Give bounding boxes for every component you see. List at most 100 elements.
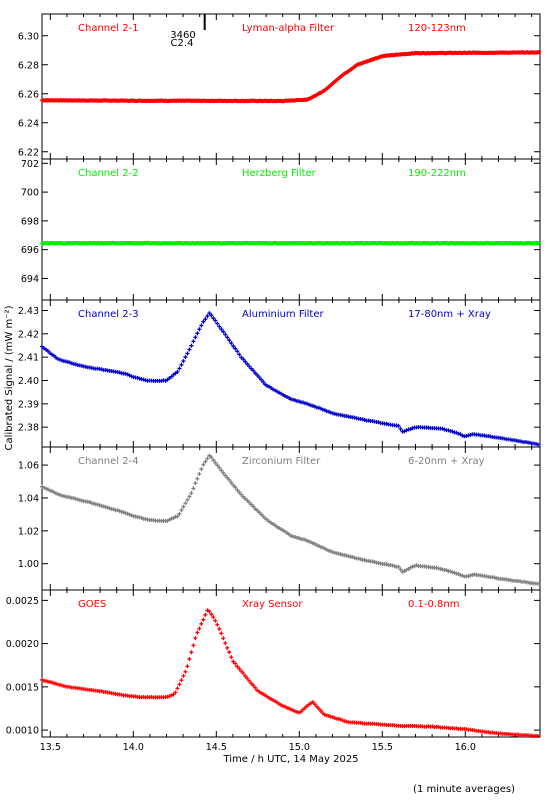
data-point <box>199 467 204 472</box>
data-point <box>197 626 202 631</box>
filter-label: Herzberg Filter <box>242 168 317 179</box>
data-point <box>181 359 186 364</box>
data-point <box>177 682 182 687</box>
data-point <box>316 706 321 711</box>
y-tick-label: 698 <box>21 216 39 227</box>
y-axis-label: Calibrated Signal / (mW m⁻²) <box>4 305 15 450</box>
y-tick-label: 2.39 <box>18 399 39 410</box>
data-point <box>247 364 252 369</box>
data-point <box>392 564 397 569</box>
data-point <box>356 556 361 561</box>
data-point <box>516 732 521 737</box>
data-point <box>187 494 192 499</box>
data-point <box>183 355 188 360</box>
x-tick-label: 15.5 <box>372 742 393 753</box>
data-point <box>245 498 250 503</box>
panel-frame <box>41 446 541 591</box>
data-point <box>225 645 230 650</box>
y-tick-label: 2.40 <box>18 376 39 387</box>
data-point <box>245 361 250 366</box>
data-point <box>223 473 228 478</box>
data-point <box>189 650 194 655</box>
data-point <box>233 346 238 351</box>
data-point <box>398 567 403 572</box>
y-tick-label: 702 <box>21 159 39 170</box>
series-points <box>40 240 542 246</box>
data-point <box>454 726 459 731</box>
data-point <box>205 456 210 461</box>
panel-2: 694 696 698 700 702 Channel 2-2 Herzberg Filte… <box>21 158 542 301</box>
data-point <box>215 463 220 468</box>
data-point <box>251 368 256 373</box>
data-point <box>207 609 212 614</box>
y-tick-label: 6.26 <box>18 89 39 100</box>
data-point <box>245 676 250 681</box>
data-point <box>219 631 224 636</box>
data-point <box>241 357 246 362</box>
panel-1: 6.22 6.24 6.26 6.28 6.30 Channel 2-1 Lyman-alp… <box>18 13 542 160</box>
data-point <box>209 612 214 617</box>
data-point <box>201 319 206 324</box>
data-point <box>255 373 260 378</box>
data-point <box>235 664 240 669</box>
y-tick-label: 1.02 <box>18 526 39 537</box>
data-point <box>261 379 266 384</box>
data-point <box>201 462 206 467</box>
data-point <box>199 621 204 626</box>
y-tick-label: 1.00 <box>18 559 39 570</box>
data-point <box>191 339 196 344</box>
data-point <box>438 566 443 571</box>
data-point <box>229 655 234 660</box>
y-tick-label: 2.38 <box>18 423 39 434</box>
data-point <box>298 709 303 714</box>
data-point <box>215 321 220 326</box>
data-point <box>171 692 176 697</box>
y-tick-label: 2.43 <box>18 306 39 317</box>
y-tick-label: 0.0025 <box>6 596 39 607</box>
panel-frame <box>41 589 541 738</box>
data-point <box>169 374 174 379</box>
data-point <box>340 718 345 723</box>
data-point <box>229 480 234 485</box>
data-point <box>189 343 194 348</box>
series-points <box>40 50 542 104</box>
footnote: (1 minute averages) <box>413 784 515 795</box>
data-point <box>187 347 192 352</box>
data-point <box>536 442 541 447</box>
data-point <box>195 331 200 336</box>
data-point <box>193 481 198 486</box>
data-point <box>239 669 244 674</box>
data-point <box>536 581 541 586</box>
data-point <box>537 50 542 55</box>
data-point <box>294 709 299 714</box>
data-point <box>181 673 186 678</box>
data-point <box>213 460 218 465</box>
data-point <box>187 657 192 662</box>
series-points <box>40 608 541 738</box>
data-point <box>177 511 182 516</box>
data-point <box>328 410 333 415</box>
data-point <box>257 375 262 380</box>
data-point <box>221 636 226 641</box>
x-tick-label: 16.0 <box>455 742 476 753</box>
y-tick-label: 2.42 <box>18 329 39 340</box>
data-point <box>217 626 222 631</box>
data-point <box>247 678 252 683</box>
flare-class-label: C2.4 <box>171 38 194 49</box>
data-point <box>195 476 200 481</box>
data-point <box>225 475 230 480</box>
filter-label: Lyman-alpha Filter <box>242 23 335 34</box>
data-point <box>185 497 190 502</box>
panel-5: 0.0010 0.0015 0.0020 0.0025 GOES Xray Sensor 0… <box>6 589 541 753</box>
data-point <box>227 477 232 482</box>
channel-label: Channel 2-4 <box>78 456 139 467</box>
y-tick-label: 6.22 <box>18 147 39 158</box>
y-tick-label: 700 <box>21 188 39 199</box>
data-point <box>233 661 238 666</box>
filter-label: Zirconium Filter <box>242 456 321 467</box>
data-point <box>231 659 236 664</box>
data-point <box>175 686 180 691</box>
y-tick-label: 6.28 <box>18 60 39 71</box>
data-point <box>183 501 188 506</box>
